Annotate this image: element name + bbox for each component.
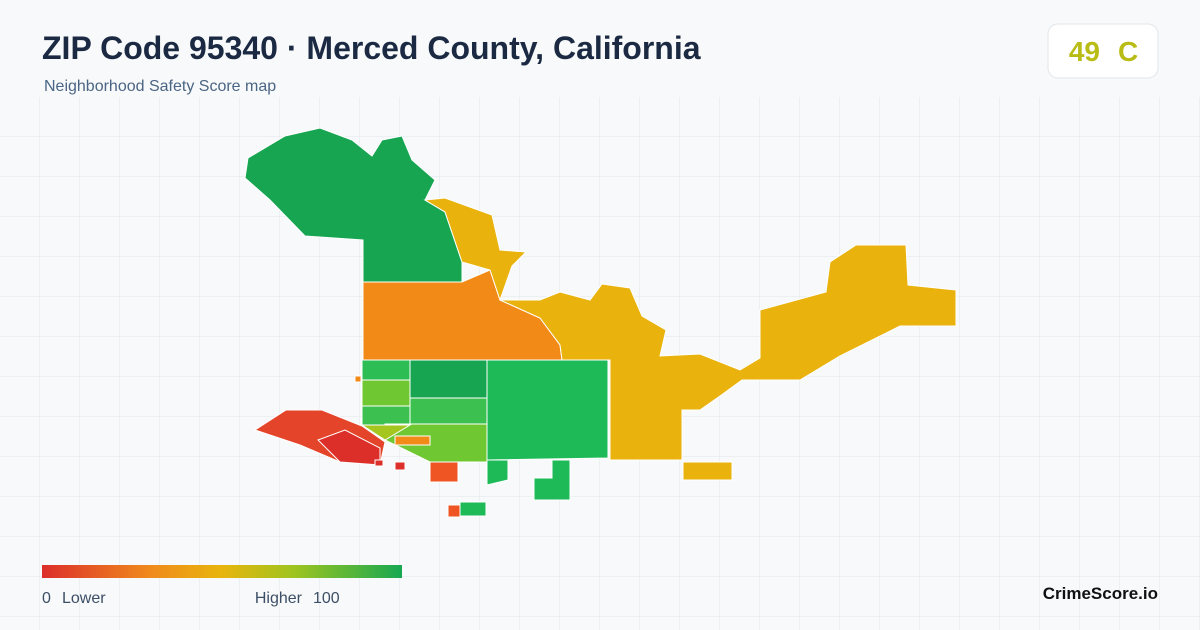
legend-gradient [42, 565, 402, 578]
legend-min: 0 [42, 590, 51, 607]
legend-max: 100 [313, 590, 340, 607]
score-value: 49 [1069, 36, 1100, 67]
legend-max-label: Higher [255, 590, 303, 607]
legend-min-label: Lower [62, 590, 106, 607]
map [244, 127, 957, 518]
brand: CrimeScore.io [1043, 584, 1158, 603]
subtitle: Neighborhood Safety Score map [44, 78, 276, 95]
score-box [1047, 23, 1159, 79]
title: ZIP Code 95340 · Merced County, Californ… [42, 30, 701, 66]
score-grade: C [1118, 36, 1138, 67]
